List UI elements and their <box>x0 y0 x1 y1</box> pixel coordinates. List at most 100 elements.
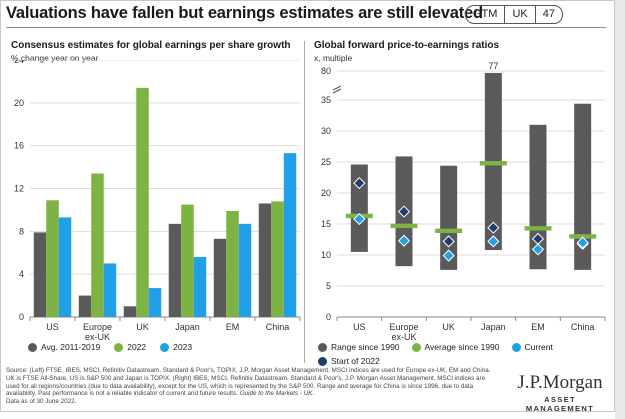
y-tick-label: 20 <box>14 98 24 108</box>
start-2022-marker <box>397 205 411 218</box>
legend-item-avg: Avg. 2011-2019 <box>28 342 100 352</box>
bar <box>46 200 59 317</box>
y-tick-label: 80 <box>321 66 331 76</box>
x-tick-label: US <box>353 322 366 332</box>
legend-label-start: Start of 2022 <box>331 356 380 366</box>
bar <box>181 204 194 317</box>
bar <box>226 210 239 317</box>
y-tick-label: 4 <box>19 269 24 279</box>
range-bar <box>574 103 592 270</box>
legend-label-range: Range since 1990 <box>331 342 400 352</box>
y-tick-label: 10 <box>321 250 331 260</box>
legend-label-2022: 2022 <box>127 342 147 352</box>
source-text: Source: (Left) FTSE, IBES, MSCI, Refinit… <box>6 367 491 398</box>
bar <box>271 201 284 317</box>
logo-name: J.P.Morgan <box>517 372 603 393</box>
average-marker <box>524 226 552 231</box>
legend-swatch-average <box>411 342 421 352</box>
x-tick-label: ex-UK <box>85 332 110 340</box>
legend-item-range: Range since 1990 <box>318 342 400 352</box>
average-marker <box>435 228 463 234</box>
legend-label-avg: Avg. 2011-2019 <box>41 342 101 352</box>
data-date: Data as of 30 June 2022. <box>6 398 77 406</box>
range-annotation: 77 <box>488 61 498 71</box>
left-legend: Avg. 2011-2019 2022 2023 <box>28 342 192 352</box>
y-tick-label: 24 <box>14 60 24 65</box>
current-marker <box>487 235 500 248</box>
legend-label-average: Average since 1990 <box>424 342 500 352</box>
slide-frame <box>0 0 615 412</box>
current-marker <box>353 212 366 226</box>
y-tick-label: 15 <box>321 219 331 229</box>
bar <box>148 288 162 317</box>
bar <box>123 306 137 317</box>
bar <box>136 87 149 317</box>
y-tick-label: 30 <box>321 126 331 136</box>
jpmorgan-logo: J.P.Morgan ASSET MANAGEMENT <box>510 372 610 413</box>
x-tick-label: Europe <box>389 322 418 332</box>
y-tick-label: 0 <box>326 312 331 322</box>
right-chart-title: Global forward price-to-earnings ratios <box>314 40 500 51</box>
legend-swatch-2022 <box>114 342 124 352</box>
panel-divider <box>304 41 305 363</box>
legend-swatch-2023 <box>160 342 170 352</box>
y-tick-label: 12 <box>14 184 24 194</box>
x-tick-label: EM <box>226 322 240 332</box>
left-chart-title: Consensus estimates for global earnings … <box>11 40 291 51</box>
y-tick-label: 8 <box>19 226 24 236</box>
start-2022-marker <box>531 232 545 245</box>
slide-tag: GTM UK 47 <box>465 5 563 24</box>
guide-title: Guide to the Markets - UK. <box>239 390 315 398</box>
right-chart-subtitle: x, multiple <box>314 53 353 63</box>
average-marker <box>569 234 597 239</box>
bar <box>103 263 117 317</box>
y-tick-label: 16 <box>14 141 24 151</box>
x-tick-label: China <box>266 322 290 332</box>
legend-item-2023: 2023 <box>160 342 192 352</box>
legend-swatch-start <box>318 356 327 366</box>
y-tick-label: 35 <box>321 95 331 105</box>
range-bar <box>350 164 368 252</box>
tag-page-number: 47 <box>534 6 562 23</box>
bar <box>78 295 92 317</box>
legend-swatch-current <box>511 342 521 352</box>
page-title: Valuations have fallen but earnings esti… <box>6 4 483 22</box>
tag-region: UK <box>504 6 534 23</box>
average-marker <box>479 161 507 166</box>
y-tick-label: 20 <box>321 188 331 198</box>
legend-item-average: Average since 1990 <box>411 342 500 352</box>
range-bar <box>440 165 458 270</box>
x-tick-label: Japan <box>175 322 200 332</box>
title-rule <box>6 27 606 28</box>
start-2022-marker <box>487 221 500 234</box>
start-2022-marker <box>442 235 455 248</box>
right-legend: Range since 1990 Average since 1990 Curr… <box>318 342 608 366</box>
y-tick-label: 0 <box>19 312 24 322</box>
bar <box>258 203 272 317</box>
x-tick-label: UK <box>136 322 149 332</box>
source-note: Source: (Left) FTSE, IBES, MSCI, Refinit… <box>6 367 496 406</box>
legend-swatch-range <box>318 342 327 352</box>
axis-break-mark <box>332 85 342 91</box>
left-chart-subtitle: % change year on year <box>11 53 99 63</box>
legend-label-current: Current <box>524 342 553 352</box>
axis-break-mark <box>332 88 342 94</box>
current-marker <box>531 243 545 256</box>
tag-gtm: GTM <box>473 8 498 20</box>
x-tick-label: ex-UK <box>391 332 416 340</box>
x-tick-label: China <box>571 322 595 332</box>
start-2022-marker <box>353 176 366 190</box>
y-tick-label: 5 <box>326 281 331 291</box>
x-tick-label: EM <box>531 322 545 332</box>
current-marker <box>576 236 589 249</box>
current-marker <box>442 249 455 262</box>
bar <box>91 173 104 317</box>
x-tick-label: Europe <box>83 322 112 332</box>
scrollbar-track[interactable] <box>615 0 625 419</box>
legend-swatch-avg <box>28 342 37 352</box>
bar <box>283 153 297 317</box>
bar <box>168 223 182 317</box>
y-tick-label: 25 <box>321 157 331 167</box>
